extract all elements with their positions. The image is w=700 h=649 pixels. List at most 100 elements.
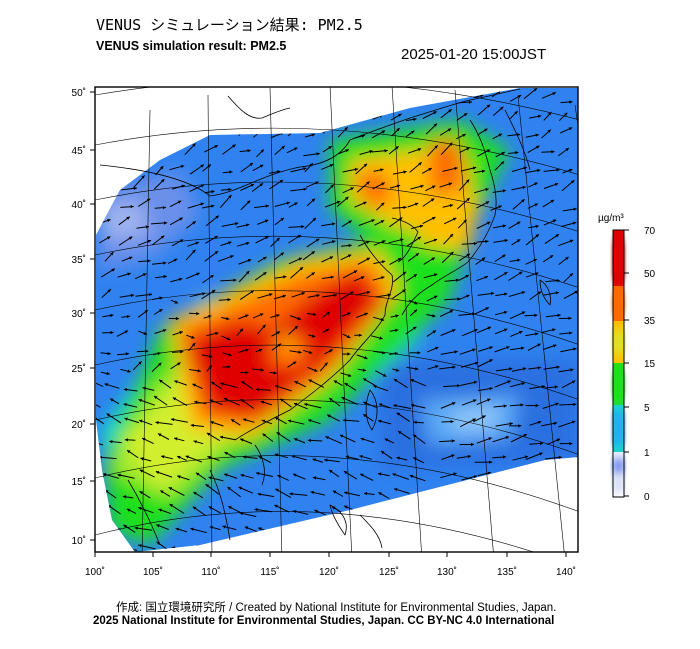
wind-arrow [104, 251, 114, 262]
wind-arrow [557, 147, 570, 157]
wind-arrow [460, 380, 478, 386]
wind-arrow [373, 240, 386, 246]
wind-arrow [392, 170, 407, 175]
wind-arrow [202, 274, 214, 284]
wind-arrow [355, 163, 368, 175]
wind-arrow [558, 256, 569, 265]
wind-arrow [494, 380, 511, 388]
wind-arrow [170, 418, 188, 423]
wind-arrow [240, 398, 255, 409]
wind-arrow [109, 398, 120, 405]
wind-arrow [476, 221, 491, 229]
meridian-line [517, 95, 565, 552]
wind-arrow [407, 148, 422, 154]
wind-arrow [440, 108, 453, 119]
wind-arrow [362, 413, 374, 422]
wind-arrow [255, 387, 271, 392]
parallel-line [95, 235, 578, 288]
wind-arrow [392, 368, 400, 372]
colorbar-tick-label: 0 [644, 492, 650, 503]
wind-arrow [344, 382, 357, 391]
wind-arrow [374, 219, 385, 226]
wind-arrow [477, 471, 492, 477]
wind-arrow [288, 225, 305, 229]
wind-arrow [290, 266, 304, 279]
wind-arrow [138, 544, 156, 550]
wind-arrow [354, 201, 367, 208]
wind-arrow [512, 455, 529, 461]
wind-arrow [274, 252, 285, 260]
wind-arrow [303, 349, 313, 354]
wind-arrow [542, 199, 555, 208]
wind-arrow [138, 506, 154, 514]
wind-arrow [139, 490, 151, 499]
wind-arrow [440, 350, 458, 355]
wind-arrow [440, 329, 456, 336]
wind-arrow [508, 221, 521, 230]
wind-arrow [240, 473, 254, 479]
wind-arrow [322, 145, 333, 153]
wind-arrow [342, 187, 355, 194]
wind-arrow [527, 145, 540, 154]
wind-arrow [240, 162, 254, 173]
wind-arrow [152, 235, 165, 246]
wind-arrow [343, 470, 358, 480]
wind-arrow [155, 471, 173, 478]
wind-arrow [558, 316, 572, 320]
wind-arrow [205, 483, 220, 495]
wind-arrow [172, 331, 183, 336]
wind-arrow [175, 527, 188, 533]
wind-arrow [405, 130, 415, 138]
wind-arrow [138, 259, 151, 263]
wind-arrow [475, 257, 486, 265]
wind-arrow [192, 506, 206, 516]
wind-arrow [473, 169, 486, 174]
wind-arrow [377, 472, 390, 477]
wind-arrow [257, 256, 267, 263]
wind-arrow [169, 200, 182, 208]
wind-arrow [476, 326, 492, 334]
wind-arrow [220, 241, 232, 247]
parallel-line [95, 399, 578, 455]
wind-arrow [322, 240, 336, 245]
wind-arrow [341, 220, 352, 228]
wind-arrow [423, 257, 436, 265]
wind-arrow [508, 291, 526, 297]
wind-arrow [339, 434, 356, 443]
colorbar-tick-label: 35 [644, 316, 656, 327]
lon-tick-label: 110˚ [201, 566, 220, 578]
wind-arrow [211, 381, 222, 390]
wind-arrow [286, 147, 298, 154]
wind-arrow [120, 368, 131, 373]
wind-arrow [458, 274, 470, 281]
wind-arrow [172, 397, 188, 407]
parallel-line [95, 87, 578, 120]
wind-arrow [124, 417, 140, 424]
wind-arrow [512, 198, 525, 210]
wind-arrow [221, 222, 239, 227]
parallel-line [95, 181, 578, 232]
wind-arrow [543, 365, 560, 370]
latitude-tick-labels: 50˚ 45˚ 40˚ 35˚ 30˚ 25˚ 20˚ 15˚ 10˚ [72, 87, 95, 547]
wind-arrow [459, 418, 477, 428]
wind-arrow [159, 490, 171, 497]
wind-arrow [396, 456, 408, 461]
wind-arrow [529, 441, 544, 446]
wind-arrow [456, 133, 467, 140]
wind-arrow [240, 183, 255, 191]
wind-arrow [342, 352, 351, 356]
meridian-line [454, 89, 494, 552]
wind-arrow [185, 220, 197, 229]
parallel-line [95, 290, 578, 345]
wind-arrow [251, 182, 264, 192]
wind-arrow [306, 198, 316, 207]
wind-arrow [559, 331, 573, 335]
wind-arrow [510, 330, 523, 338]
wind-arrow [492, 224, 507, 229]
wind-arrow [117, 473, 135, 479]
wind-arrow [456, 112, 468, 121]
wind-arrow [302, 250, 316, 261]
meridian-line [574, 104, 578, 129]
colorbar-tick-label: 5 [644, 403, 650, 414]
wind-arrow [413, 420, 424, 424]
